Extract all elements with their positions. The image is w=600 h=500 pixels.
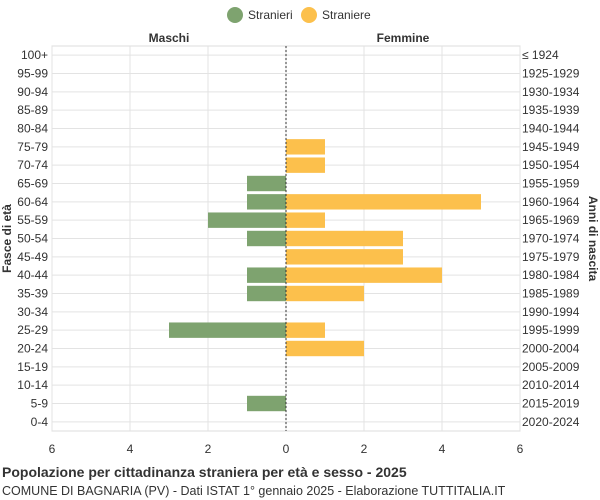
age-group-label: 100+ (21, 48, 48, 62)
x-tick-label: 2 (205, 442, 212, 456)
age-group-label: 40-44 (17, 268, 48, 282)
age-group-label: 10-14 (17, 378, 48, 392)
bar-femmine-70-74 (286, 157, 325, 173)
bar-maschi-55-59 (208, 212, 286, 228)
x-tick-label: 2 (361, 442, 368, 456)
age-group-label: 95-99 (17, 67, 48, 81)
birth-year-label: 1930-1934 (522, 85, 580, 99)
bar-femmine-75-79 (286, 139, 325, 155)
age-group-label: 30-34 (17, 305, 48, 319)
birth-year-label: ≤ 1924 (522, 48, 559, 62)
x-tick-label: 4 (127, 442, 134, 456)
birth-year-label: 1990-1994 (522, 305, 580, 319)
birth-year-label: 1995-1999 (522, 323, 580, 337)
birth-year-label: 1955-1959 (522, 177, 580, 191)
y-axis-title-right: Anni di nascita (586, 196, 600, 282)
x-tick-label: 4 (439, 442, 446, 456)
bar-maschi-60-64 (247, 194, 286, 210)
maschi-header: Maschi (149, 31, 190, 45)
bar-maschi-35-39 (247, 285, 286, 302)
age-group-label: 15-19 (17, 360, 48, 374)
age-group-label: 5-9 (31, 397, 49, 411)
bar-femmine-35-39 (286, 285, 364, 302)
bar-maschi-50-54 (247, 230, 286, 247)
legend-label-straniere: Straniere (322, 8, 371, 22)
birth-year-label: 2000-2004 (522, 342, 580, 356)
bar-femmine-20-24 (286, 340, 364, 357)
birth-year-label: 1945-1949 (522, 140, 580, 154)
bar-femmine-55-59 (286, 212, 325, 228)
bar-femmine-60-64 (286, 194, 481, 210)
birth-year-label: 1965-1969 (522, 213, 580, 227)
bar-maschi-40-44 (247, 267, 286, 283)
age-group-label: 70-74 (17, 158, 48, 172)
birth-year-label: 1925-1929 (522, 67, 580, 81)
age-group-label: 85-89 (17, 103, 48, 117)
age-group-label: 20-24 (17, 342, 48, 356)
age-group-label: 0-4 (31, 415, 49, 429)
chart-title: Popolazione per cittadinanza straniera p… (2, 464, 407, 480)
birth-year-label: 1940-1944 (522, 122, 580, 136)
x-tick-label: 6 (49, 442, 56, 456)
x-tick-label: 0 (283, 442, 290, 456)
legend-marker-straniere (301, 7, 317, 23)
age-group-label: 60-64 (17, 195, 48, 209)
age-group-label: 55-59 (17, 213, 48, 227)
bar-maschi-25-29 (169, 322, 286, 338)
bar-femmine-25-29 (286, 322, 325, 338)
legend-marker-stranieri (227, 7, 243, 23)
femmine-header: Femmine (377, 31, 430, 45)
bar-femmine-45-49 (286, 249, 403, 265)
birth-year-label: 1980-1984 (522, 268, 580, 282)
bar-maschi-65-69 (247, 175, 286, 192)
birth-year-label: 2020-2024 (522, 415, 580, 429)
birth-year-label: 1960-1964 (522, 195, 580, 209)
birth-year-label: 2005-2009 (522, 360, 580, 374)
age-group-label: 25-29 (17, 323, 48, 337)
bar-femmine-40-44 (286, 267, 442, 283)
legend-label-stranieri: Stranieri (248, 8, 293, 22)
age-group-label: 75-79 (17, 140, 48, 154)
chart-subtitle: COMUNE DI BAGNARIA (PV) - Dati ISTAT 1° … (2, 484, 506, 498)
bar-femmine-50-54 (286, 230, 403, 247)
birth-year-label: 2010-2014 (522, 378, 580, 392)
birth-year-label: 1985-1989 (522, 287, 580, 301)
age-group-label: 80-84 (17, 122, 48, 136)
birth-year-label: 1970-1974 (522, 232, 580, 246)
age-group-label: 65-69 (17, 177, 48, 191)
birth-year-label: 1975-1979 (522, 250, 580, 264)
age-group-label: 35-39 (17, 287, 48, 301)
age-group-label: 50-54 (17, 232, 48, 246)
age-group-label: 90-94 (17, 85, 48, 99)
age-group-label: 45-49 (17, 250, 48, 264)
y-axis-title-left: Fasce di età (0, 204, 14, 273)
bar-maschi-5-9 (247, 395, 286, 412)
birth-year-label: 1935-1939 (522, 103, 580, 117)
birth-year-label: 2015-2019 (522, 397, 580, 411)
x-tick-label: 6 (517, 442, 524, 456)
birth-year-label: 1950-1954 (522, 158, 580, 172)
